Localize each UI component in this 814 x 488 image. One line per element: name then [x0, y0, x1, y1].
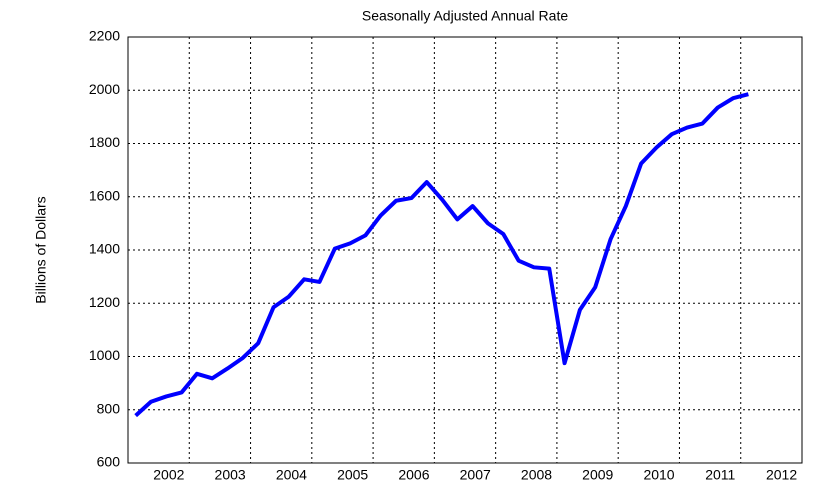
- y-tick-label: 600: [97, 454, 121, 470]
- x-tick-label: 2009: [582, 467, 613, 483]
- data-line: [134, 92, 749, 418]
- plot-frame: [127, 36, 803, 464]
- y-tick-label: 2200: [89, 28, 120, 44]
- x-tick-label: 2007: [460, 467, 491, 483]
- x-tick-label: 2002: [153, 467, 184, 483]
- x-tick-label: 2005: [337, 467, 368, 483]
- y-tick-label: 1600: [89, 187, 120, 203]
- x-tick-label: 2004: [276, 467, 307, 483]
- x-tick-label: 2012: [766, 467, 797, 483]
- chart-title: Seasonally Adjusted Annual Rate: [362, 8, 568, 24]
- x-tick-label: 2011: [705, 467, 735, 483]
- x-tick-label: 2003: [215, 467, 246, 483]
- x-tick-label: 2006: [398, 467, 429, 483]
- x-tick-label: 2008: [521, 467, 552, 483]
- x-tick-label: 2010: [643, 467, 674, 483]
- y-tick-label: 1000: [89, 347, 120, 363]
- y-tick-label: 1800: [89, 134, 120, 150]
- y-tick-label: 2000: [89, 81, 120, 97]
- y-tick-label: 1200: [89, 294, 120, 310]
- y-tick-label: 1400: [89, 241, 120, 257]
- y-tick-label: 800: [97, 400, 121, 416]
- y-axis-label: Billions of Dollars: [33, 196, 49, 303]
